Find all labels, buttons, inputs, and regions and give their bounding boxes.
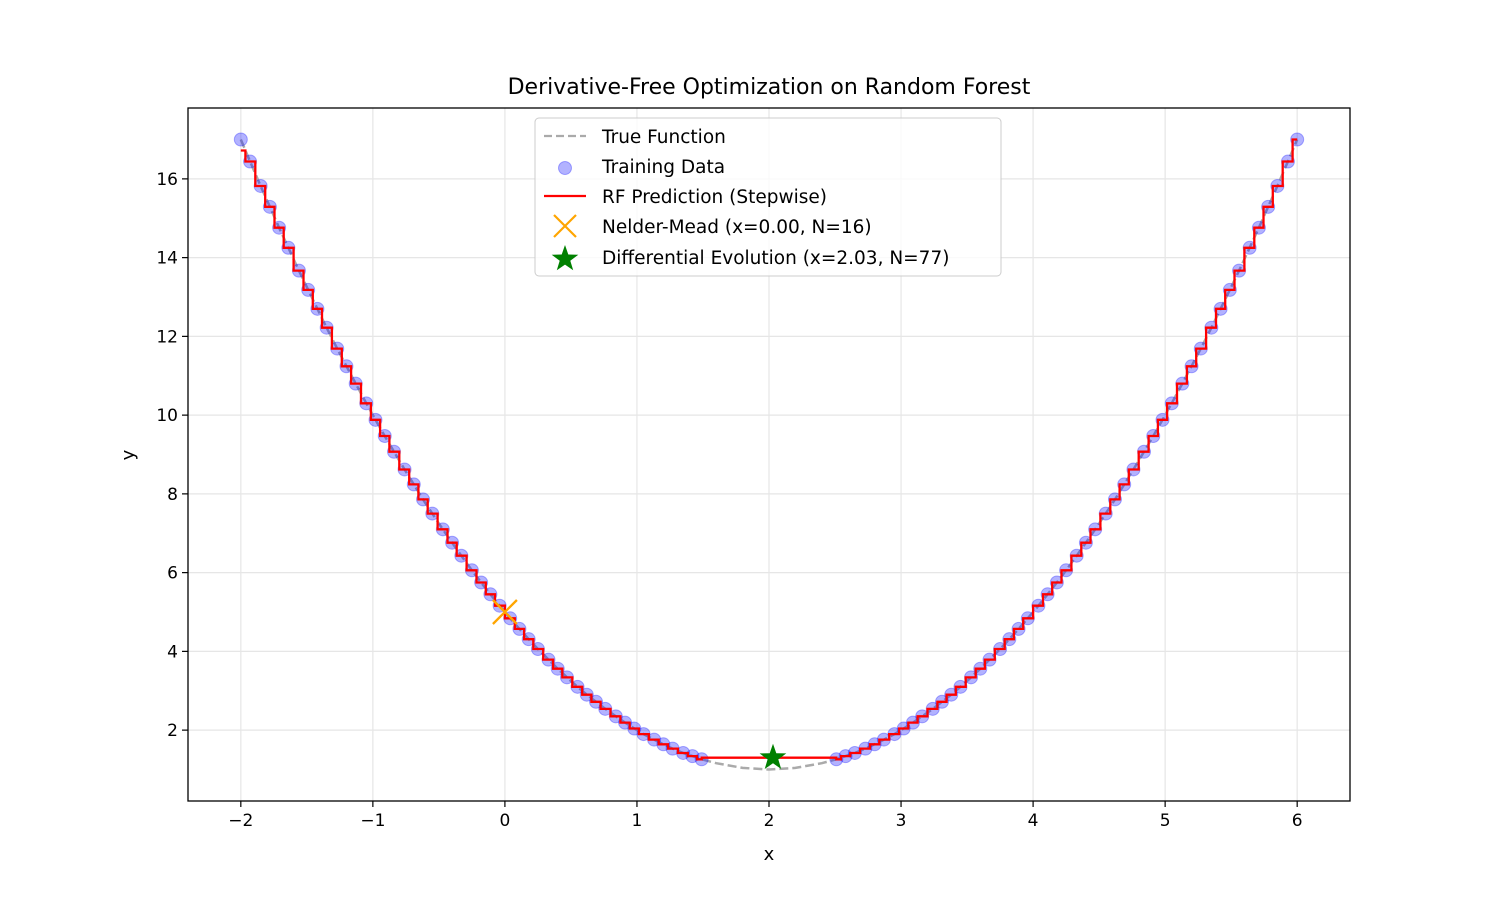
legend: True Function Training Data RF Predictio… — [534, 117, 1002, 277]
x-tick-label: 4 — [1028, 811, 1039, 831]
legend-box — [534, 117, 1002, 277]
legend-training-handle — [558, 161, 572, 175]
x-tick-label: −1 — [360, 811, 385, 831]
y-tick-label: 6 — [167, 564, 178, 584]
grid — [188, 108, 1350, 801]
y-tick-label: 14 — [156, 249, 178, 269]
x-stroke — [492, 599, 518, 625]
x-tick-label: 5 — [1160, 811, 1171, 831]
legend-rf-prediction: RF Prediction (Stepwise) — [602, 187, 827, 208]
x-tick-label: 3 — [896, 811, 907, 831]
y-tick-label: 10 — [156, 406, 178, 426]
x-tick-label: 0 — [499, 811, 510, 831]
legend-star-icon — [551, 245, 579, 271]
legend-nelder-mead: Nelder-Mead (x=0.00, N=16) — [602, 217, 872, 238]
x-axis-label: x — [764, 844, 775, 865]
y-tick-label: 4 — [167, 642, 178, 662]
x-tick-label: −2 — [228, 811, 253, 831]
legend-nelder-mead-x-icon — [553, 214, 577, 238]
plot-area — [233, 132, 1305, 771]
y-tick-label: 8 — [167, 485, 178, 505]
differential-evolution-star-marker — [759, 743, 787, 769]
chart-title: Derivative-Free Optimization on Random F… — [508, 75, 1031, 100]
legend-differential-evolution: Differential Evolution (x=2.03, N=77) — [602, 248, 949, 269]
y-axis-label: y — [118, 449, 139, 460]
x-tick-label: 1 — [632, 811, 643, 831]
y-tick-label: 16 — [156, 170, 178, 190]
training-point — [233, 132, 248, 147]
y-tick-label: 12 — [156, 327, 178, 347]
x-tick-label: 6 — [1292, 811, 1303, 831]
y-tick-label: 2 — [167, 721, 178, 741]
legend-true-function: True Function — [601, 127, 726, 148]
x-tick-label: 2 — [764, 811, 775, 831]
nelder-mead-marker — [492, 599, 518, 625]
legend-training-data: Training Data — [601, 157, 725, 178]
